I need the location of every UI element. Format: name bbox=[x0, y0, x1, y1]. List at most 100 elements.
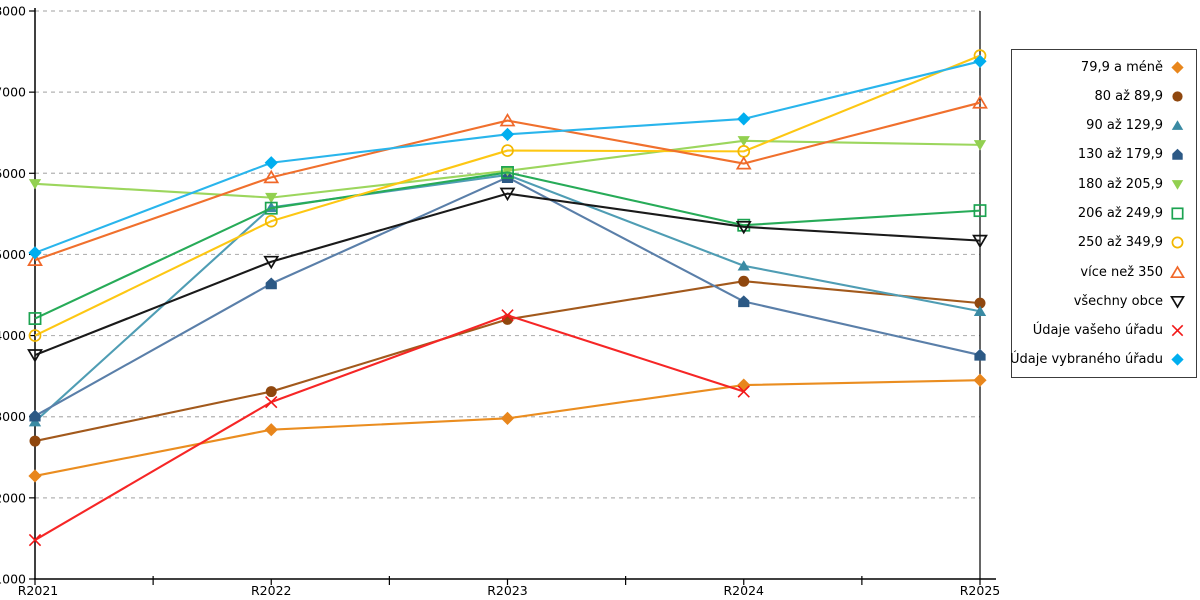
x-tick-label: R2023 bbox=[487, 583, 528, 598]
triangle-up-open-marker bbox=[499, 112, 516, 127]
diamond-marker bbox=[973, 54, 987, 68]
triangle-down-marker bbox=[501, 166, 514, 177]
triangle-down-open-marker bbox=[499, 187, 516, 202]
series-1 bbox=[29, 275, 986, 447]
legend-item-6: 250 až 349,9 bbox=[1018, 235, 1185, 251]
y-tick-label: 1000 bbox=[0, 572, 26, 587]
series-line bbox=[34, 314, 745, 541]
circle-marker bbox=[265, 386, 277, 398]
legend-marker-icon bbox=[1172, 149, 1183, 161]
x-marker bbox=[1171, 324, 1184, 337]
legend-label: 90 až 129,9 bbox=[1086, 118, 1163, 134]
legend-label: více než 350 bbox=[1080, 264, 1163, 280]
diamond-marker bbox=[264, 156, 278, 170]
triangle-up-open-marker bbox=[27, 252, 43, 266]
circle-open-marker bbox=[1171, 236, 1184, 249]
pentagon-marker bbox=[738, 295, 750, 308]
legend-marker-icon bbox=[1170, 264, 1185, 278]
pentagon-marker bbox=[974, 348, 986, 361]
triangle-down-open-marker bbox=[27, 349, 43, 363]
pentagon-marker bbox=[29, 409, 41, 422]
diamond-marker bbox=[1171, 353, 1184, 367]
series-line bbox=[34, 192, 981, 357]
legend-marker-icon bbox=[1171, 236, 1184, 249]
legend-label: Údaje vašeho úřadu bbox=[1032, 323, 1163, 339]
x-tick-label: R2025 bbox=[960, 583, 1001, 598]
triangle-up-marker bbox=[973, 305, 987, 316]
legend-item-5: 206 až 249,9 bbox=[1018, 205, 1185, 221]
legend-marker-icon bbox=[1171, 324, 1184, 337]
legend-label: 79,9 a méně bbox=[1080, 59, 1163, 75]
x-marker bbox=[265, 395, 278, 409]
legend-marker-icon bbox=[1171, 207, 1184, 220]
legend-marker-icon bbox=[1171, 353, 1184, 367]
series-2 bbox=[28, 169, 987, 427]
series-line bbox=[34, 171, 981, 320]
legend-label: všechny obce bbox=[1073, 293, 1163, 309]
legend-label: 130 až 179,9 bbox=[1077, 147, 1163, 163]
triangle-up-open-marker bbox=[735, 155, 752, 170]
diamond-marker bbox=[500, 411, 515, 425]
triangle-down-marker bbox=[737, 136, 750, 147]
pentagon-marker bbox=[1172, 149, 1183, 161]
legend-label: 180 až 205,9 bbox=[1077, 176, 1163, 192]
x-marker bbox=[28, 533, 42, 547]
diamond-marker bbox=[737, 112, 751, 126]
y-tick-label: 6000 bbox=[0, 166, 26, 181]
square-open-marker bbox=[973, 204, 987, 218]
legend-marker-icon bbox=[1171, 60, 1184, 74]
legend-item-1: 80 až 89,9 bbox=[1018, 88, 1185, 104]
legend-item-4: 180 až 205,9 bbox=[1018, 176, 1185, 192]
triangle-up-open-marker bbox=[263, 169, 280, 184]
series-0 bbox=[28, 373, 987, 483]
legend-marker-icon bbox=[1170, 295, 1185, 309]
legend-label: 250 až 349,9 bbox=[1077, 235, 1163, 251]
diamond-marker bbox=[1171, 60, 1184, 74]
square-open-marker bbox=[28, 312, 42, 325]
legend-marker-icon bbox=[1171, 120, 1184, 131]
legend-item-8: všechny obce bbox=[1018, 293, 1185, 309]
x-tick-label: R2022 bbox=[251, 583, 292, 598]
y-tick-label: 8000 bbox=[0, 4, 26, 19]
chart-legend: 79,9 a méně 80 až 89,9 90 až 129,9 130 až 1… bbox=[1009, 49, 1197, 378]
diamond-marker bbox=[28, 469, 42, 483]
series-line bbox=[34, 379, 981, 477]
legend-item-3: 130 až 179,9 bbox=[1018, 147, 1185, 163]
triangle-down-marker bbox=[28, 179, 42, 190]
series-7 bbox=[27, 95, 988, 266]
circle-marker bbox=[738, 275, 750, 287]
circle-marker bbox=[29, 435, 41, 447]
series-9 bbox=[28, 309, 750, 547]
circle-open-marker bbox=[28, 329, 42, 342]
legend-label: 206 až 249,9 bbox=[1077, 205, 1163, 221]
triangle-down-marker bbox=[265, 192, 278, 204]
y-tick-label: 2000 bbox=[0, 490, 26, 505]
y-tick-label: 5000 bbox=[0, 247, 26, 262]
y-tick-label: 7000 bbox=[0, 85, 26, 100]
circle-marker bbox=[974, 297, 986, 309]
circle-open-marker bbox=[501, 144, 514, 157]
square-open-marker bbox=[264, 201, 278, 215]
legend-label: 80 až 89,9 bbox=[1094, 88, 1163, 104]
triangle-up-open-marker bbox=[972, 95, 988, 109]
diamond-marker bbox=[28, 246, 42, 260]
diamond-marker bbox=[500, 127, 515, 141]
legend-item-9: Údaje vašeho úřadu bbox=[1018, 323, 1185, 339]
x-tick-label: R2024 bbox=[724, 583, 765, 598]
triangle-down-open-marker bbox=[263, 255, 280, 270]
legend-marker-icon bbox=[1172, 91, 1183, 102]
series-5 bbox=[28, 166, 987, 325]
legend-item-7: více než 350 bbox=[1018, 264, 1185, 280]
diamond-marker bbox=[264, 423, 278, 437]
x-tick-label: R2021 bbox=[18, 583, 59, 598]
triangle-down-open-marker bbox=[1170, 295, 1185, 309]
diamond-marker bbox=[973, 373, 987, 387]
triangle-up-marker bbox=[737, 260, 750, 271]
triangle-down-open-marker bbox=[972, 234, 988, 249]
legend-label: Údaje vybraného úřadu bbox=[1009, 352, 1163, 368]
y-tick-label: 4000 bbox=[0, 328, 26, 343]
triangle-up-marker bbox=[1171, 120, 1184, 131]
legend-item-2: 90 až 129,9 bbox=[1018, 118, 1185, 134]
